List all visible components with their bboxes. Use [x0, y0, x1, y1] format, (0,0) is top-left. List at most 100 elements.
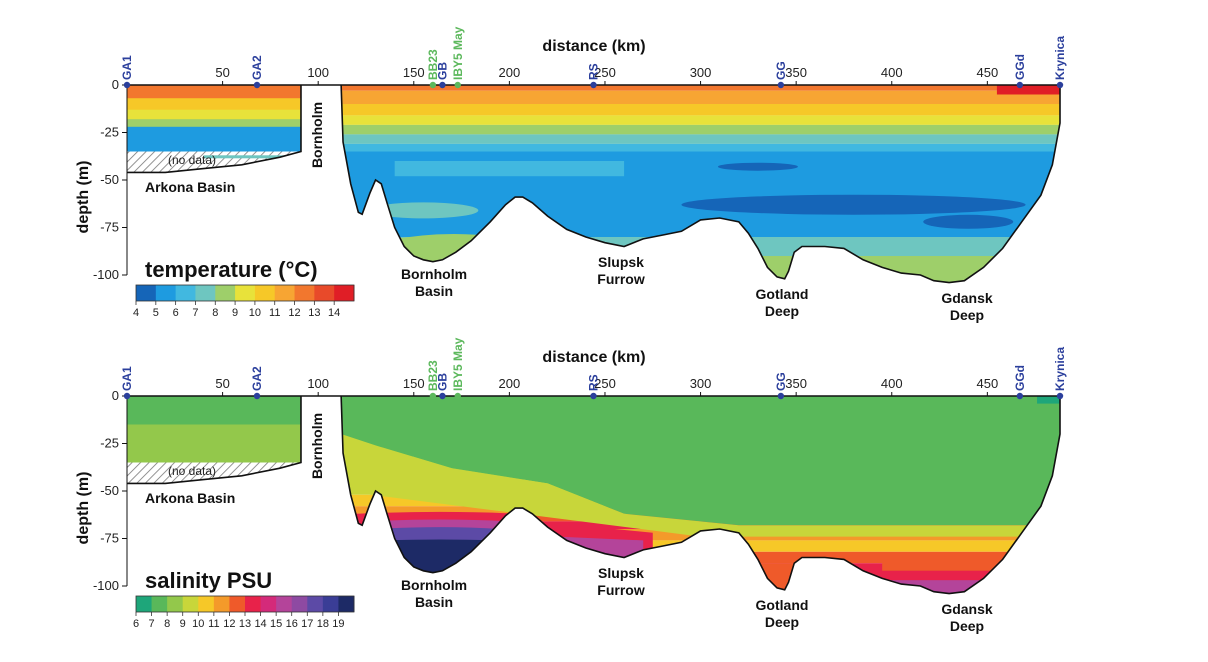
y-tick-label: 0 [112, 77, 119, 92]
x-tick-label: 450 [976, 65, 998, 80]
colorbar-swatch [229, 596, 246, 612]
colorbar-swatch [155, 285, 177, 301]
station-marker [1056, 392, 1064, 400]
y-tick-label: -100 [93, 578, 119, 593]
colorbar-frame [135, 284, 355, 302]
colorbar-tick-label: 12 [223, 618, 235, 630]
x-tick-label: 100 [307, 376, 329, 391]
station-marker [590, 392, 597, 400]
colorbar-tick-label: 4 [133, 307, 139, 319]
station-label: GG [774, 61, 788, 80]
station-marker [253, 392, 261, 400]
feature-label: Arkona Basin [145, 490, 235, 506]
colorbar-swatch [182, 596, 199, 612]
colorbar-swatch [151, 596, 168, 612]
station-label: RS [587, 63, 601, 80]
colorbar-swatch [167, 596, 184, 612]
colorbar-tick-label: 14 [328, 307, 340, 319]
x-tick-label: 350 [785, 376, 807, 391]
y-tick-label: -75 [100, 220, 119, 235]
y-tick-label: -100 [93, 267, 119, 282]
y-tick-label: -25 [100, 436, 119, 451]
seabed-right [340, 84, 1061, 284]
x-tick-label: 300 [690, 376, 712, 391]
no-data-annotation: (no data) [168, 464, 216, 478]
colorbar-swatch [195, 285, 216, 301]
colorbar-swatch [334, 285, 355, 301]
feature-label: Bornholm Basin [401, 266, 467, 299]
colorbar-swatch [254, 285, 276, 301]
x-tick-label: 300 [690, 65, 712, 80]
x-axis-title: distance (km) [542, 349, 645, 366]
station-marker [454, 81, 461, 89]
station-label: IBY5 May [451, 337, 465, 391]
colorbar-swatch [198, 596, 215, 612]
y-tick-label: -50 [100, 483, 119, 498]
station-marker [253, 81, 261, 89]
station-label: IBY5 May [451, 26, 465, 80]
feature-label: Bornholm [309, 102, 325, 168]
colorbar-tick-label: 6 [133, 618, 139, 630]
feature-label: Gotland Deep [756, 286, 809, 319]
station-marker [777, 392, 785, 400]
y-tick-label: -50 [100, 172, 119, 187]
colorbar-tick-label: 17 [301, 618, 313, 630]
x-tick-label: 400 [881, 65, 903, 80]
station-marker [429, 392, 437, 400]
station-label: GB [435, 62, 449, 80]
seabed-left [127, 85, 302, 174]
colorbar-tick-label: 7 [192, 307, 198, 319]
x-tick-label: 150 [403, 376, 425, 391]
colorbar-tick-label: 18 [317, 618, 329, 630]
station-marker [454, 392, 461, 400]
feature-label: Gotland Deep [756, 597, 809, 630]
colorbar-tick-label: 14 [254, 618, 266, 630]
x-tick-label: 250 [594, 376, 616, 391]
y-axis-title: depth (m) [75, 472, 92, 545]
colorbar-tick-label: 9 [232, 307, 238, 319]
colorbar-tick-label: 15 [270, 618, 282, 630]
station-label: Krynica [1053, 36, 1067, 80]
y-axis-title: depth (m) [75, 161, 92, 234]
seabed-right [340, 395, 1061, 595]
station-marker [1056, 81, 1064, 89]
feature-label: Slupsk Furrow [597, 565, 645, 598]
y-tick-label: -25 [100, 125, 119, 140]
colorbar-swatch [276, 596, 293, 612]
station-label: Krynica [1053, 347, 1067, 391]
station-label: BB23 [426, 49, 440, 80]
feature-label: Arkona Basin [145, 179, 235, 195]
feature-label: Bornholm [309, 413, 325, 479]
feature-label: Gdansk Deep [941, 290, 993, 323]
colorbar-swatch [213, 596, 230, 612]
colorbar-tick-label: 10 [192, 618, 204, 630]
colorbar-swatch [245, 596, 262, 612]
x-axis-title: distance (km) [542, 38, 645, 55]
colorbar-tick-label: 5 [153, 307, 159, 319]
station-marker [439, 81, 446, 89]
feature-label: Slupsk Furrow [597, 254, 645, 287]
station-marker [123, 392, 131, 400]
station-label: RS [587, 374, 601, 391]
colorbar-swatch [322, 596, 339, 612]
colorbar-swatch [274, 285, 296, 301]
station-label: GA2 [250, 55, 264, 80]
colorbar-swatch [260, 596, 277, 612]
feature-label: Bornholm Basin [401, 577, 467, 610]
x-tick-label: 200 [499, 376, 521, 391]
colorbar-tick-label: 7 [149, 618, 155, 630]
colorbar-swatch [175, 285, 196, 301]
colorbar-title: temperature (°C) [145, 257, 318, 282]
colorbar-tick-label: 8 [212, 307, 218, 319]
colorbar-tick-label: 12 [288, 307, 300, 319]
feature-label: Gdansk Deep [941, 601, 993, 634]
seabed-left [127, 396, 302, 485]
colorbar-tick-label: 16 [286, 618, 298, 630]
colorbar-swatch [314, 285, 335, 301]
x-tick-label: 250 [594, 65, 616, 80]
station-label: GGd [1013, 54, 1027, 80]
station-label: GA1 [120, 366, 134, 391]
salinity-panel: 0 -25 -50 -75 -100 50 100 150 200 250 300 350 400 450… [75, 337, 1067, 634]
colorbar-swatch [294, 285, 315, 301]
